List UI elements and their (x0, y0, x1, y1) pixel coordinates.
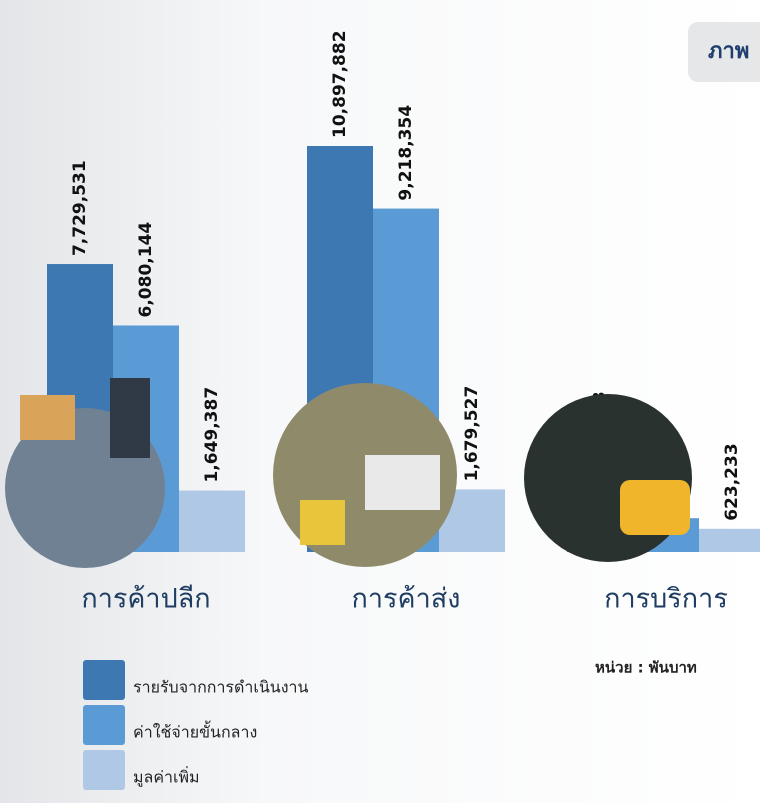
bar (699, 529, 760, 552)
services-machine (620, 480, 690, 535)
value-label: 10,897,882 (330, 30, 350, 138)
wholesale-truck (365, 455, 440, 510)
value-label: 7,729,531 (70, 160, 90, 256)
bar (179, 491, 245, 552)
chart: ภาพ 7,729,53110,897,8821,531,2636,080,14… (0, 0, 760, 803)
category-label: การบริการ (604, 584, 728, 615)
category-labels: การค้าปลีก การค้าส่ง การบริการ (81, 584, 727, 615)
category-label: การค้าปลีก (81, 584, 210, 615)
wholesale-forklift (300, 500, 345, 545)
page: {"chart_data": {"type": "bar", "title": … (0, 0, 760, 803)
legend-label: รายรับจากการดำเนินงาน (133, 678, 309, 697)
value-label: 1,649,387 (202, 387, 222, 483)
retail-shelf (20, 395, 75, 440)
legend-label: มูลค่าเพิ่ม (133, 766, 200, 788)
retail-fridge (110, 378, 150, 458)
chart-title: ภาพ (708, 39, 749, 64)
services-illustration (524, 394, 692, 562)
category-label: การค้าส่ง (352, 584, 461, 615)
legend-swatch (83, 750, 125, 790)
value-label: 6,080,144 (136, 222, 156, 318)
value-label: 623,233 (722, 443, 742, 520)
value-label: 9,218,354 (396, 105, 416, 201)
legend-swatch (83, 660, 125, 700)
value-label: 1,679,527 (462, 386, 482, 482)
legend-swatch (83, 705, 125, 745)
legend-label: ค่าใช้จ่ายขั้นกลาง (133, 721, 257, 742)
unit-note: หน่วย : พันบาท (595, 659, 697, 677)
